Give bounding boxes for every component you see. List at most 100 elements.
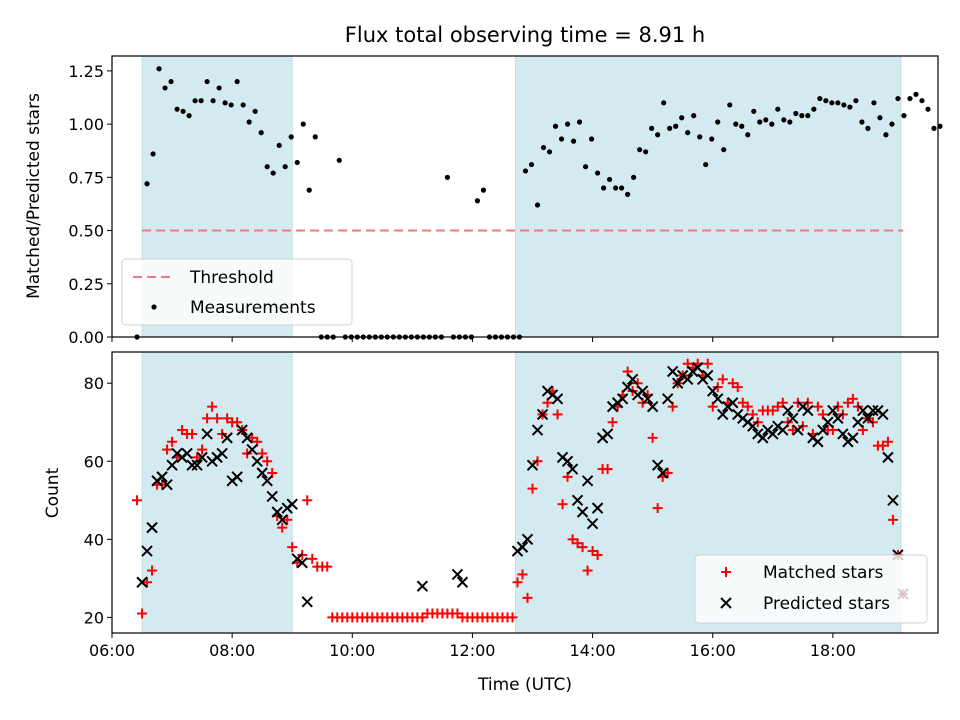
measurement-point bbox=[222, 100, 228, 106]
measurement-point bbox=[913, 91, 919, 97]
matched-star-point bbox=[577, 542, 588, 553]
measurement-point bbox=[805, 113, 811, 119]
predicted-star-point bbox=[802, 404, 814, 417]
legend-matched-label: Matched stars bbox=[763, 563, 883, 583]
measurement-point bbox=[823, 98, 829, 104]
matched-star-point bbox=[147, 565, 158, 576]
measurement-point bbox=[228, 102, 234, 108]
legend-measurements-swatch bbox=[151, 304, 157, 310]
bottom-legend: Matched stars Predicted stars bbox=[694, 554, 928, 624]
measurement-point bbox=[727, 102, 733, 108]
predicted-star-point bbox=[561, 455, 574, 467]
measurement-point bbox=[210, 98, 216, 104]
measurement-point bbox=[192, 98, 198, 104]
measurement-point bbox=[631, 174, 637, 180]
predicted-star-point bbox=[186, 459, 198, 471]
predicted-star-point bbox=[571, 494, 584, 507]
top-y-tick-label: 0.25 bbox=[68, 275, 104, 294]
predicted-star-point bbox=[416, 580, 429, 592]
matched-star-point bbox=[567, 534, 578, 545]
measurement-point bbox=[715, 119, 721, 125]
measurement-point bbox=[787, 119, 793, 125]
matched-star-point bbox=[177, 425, 188, 436]
measurement-point bbox=[733, 121, 739, 127]
measurement-point bbox=[739, 123, 745, 129]
bottom-y-tick-label: 20 bbox=[84, 608, 104, 627]
x-tick-label: 14:00 bbox=[570, 641, 616, 660]
measurement-point bbox=[643, 149, 649, 155]
matched-star-point bbox=[557, 499, 568, 510]
measurement-point bbox=[252, 108, 258, 114]
predicted-star-point bbox=[827, 404, 839, 417]
measurement-point bbox=[480, 187, 487, 193]
measurement-point bbox=[246, 119, 252, 125]
measurement-point bbox=[558, 136, 565, 142]
bottom-legend-box bbox=[694, 554, 928, 624]
measurement-point bbox=[582, 164, 589, 170]
matched-star-point bbox=[767, 405, 778, 416]
measurement-point bbox=[546, 149, 553, 155]
measurement-point bbox=[528, 161, 535, 168]
predicted-star-point bbox=[832, 412, 844, 425]
top-shade-2 bbox=[515, 55, 902, 338]
matched-star-point bbox=[727, 378, 738, 389]
measurement-point bbox=[691, 113, 697, 119]
measurement-point bbox=[168, 78, 174, 85]
top-y-ticks: 0.00 0.25 0.50 0.75 1.00 1.25 bbox=[68, 62, 112, 347]
measurement-point bbox=[901, 113, 907, 119]
predicted-star-point bbox=[566, 463, 579, 475]
measurement-point bbox=[673, 123, 679, 129]
matched-star-point bbox=[717, 374, 728, 385]
measurement-point bbox=[570, 138, 577, 144]
matched-star-point bbox=[702, 358, 713, 369]
predicted-star-point bbox=[692, 361, 704, 374]
matched-star-point bbox=[877, 440, 888, 451]
bottom-y-tick-label: 60 bbox=[84, 452, 104, 471]
legend-threshold-label: Threshold bbox=[189, 268, 274, 288]
measurement-point bbox=[835, 100, 841, 106]
predicted-star-point bbox=[196, 451, 208, 464]
predicted-star-point bbox=[276, 514, 288, 526]
measurement-point bbox=[540, 144, 547, 151]
predicted-star-point bbox=[451, 568, 464, 581]
x-tick-label: 16:00 bbox=[690, 641, 736, 660]
predicted-star-point bbox=[521, 533, 534, 546]
measurement-point bbox=[877, 115, 883, 121]
measurement-point bbox=[847, 104, 853, 110]
predicted-star-point bbox=[852, 416, 864, 428]
matched-star-point bbox=[517, 569, 528, 580]
legend-measurements-label: Measurements bbox=[190, 298, 316, 318]
matched-star-point bbox=[322, 561, 333, 572]
predicted-star-point bbox=[636, 385, 649, 397]
measurement-point bbox=[552, 123, 559, 129]
matched-star-point bbox=[587, 546, 598, 557]
matched-star-point bbox=[137, 608, 148, 619]
measurement-point bbox=[288, 134, 294, 140]
measurement-point bbox=[613, 185, 619, 191]
chart-title: Flux total observing time = 8.91 h bbox=[345, 23, 705, 47]
predicted-star-point bbox=[757, 432, 769, 444]
predicted-star-point bbox=[822, 416, 834, 428]
predicted-star-point bbox=[887, 494, 899, 507]
x-axis-label: Time (UTC) bbox=[477, 675, 572, 695]
matched-star-point bbox=[277, 522, 288, 533]
predicted-star-point bbox=[661, 393, 674, 405]
predicted-star-point bbox=[882, 451, 894, 464]
matched-star-point bbox=[247, 432, 258, 443]
predicted-star-point bbox=[251, 455, 263, 467]
measurement-point bbox=[162, 85, 168, 91]
measurement-point bbox=[865, 125, 871, 131]
matched-star-point bbox=[187, 428, 198, 439]
measurement-point bbox=[703, 161, 709, 168]
predicted-star-point bbox=[837, 428, 849, 440]
predicted-star-point bbox=[817, 424, 829, 436]
predicted-star-point bbox=[221, 432, 233, 444]
matched-star-point bbox=[167, 436, 178, 447]
measurement-point bbox=[829, 100, 835, 106]
measurement-point bbox=[588, 136, 595, 142]
measurement-point bbox=[721, 147, 727, 153]
measurement-point bbox=[264, 164, 270, 170]
matched-star-point bbox=[207, 401, 218, 412]
predicted-star-point bbox=[767, 428, 779, 440]
top-y-axis-label: Matched/Predicted stars bbox=[24, 93, 44, 299]
